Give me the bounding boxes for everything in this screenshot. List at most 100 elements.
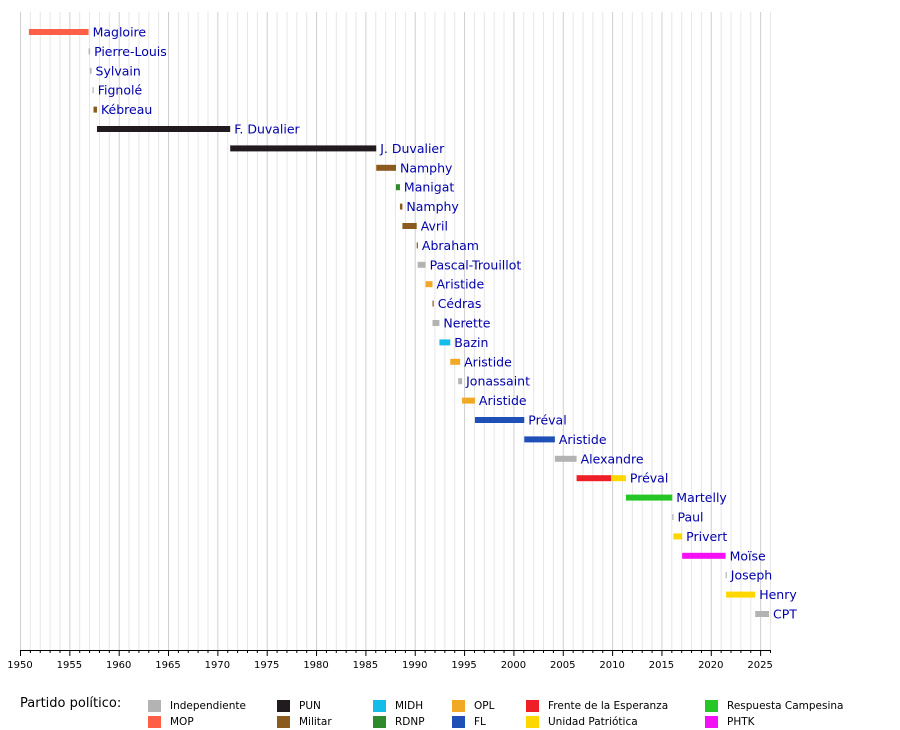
president-label-12: Pascal-Trouillot [430,257,522,272]
x-tick-label-2015: 2015 [649,660,674,671]
president-label-2: Sylvain [96,63,141,78]
legend-swatch-pun [277,700,290,712]
legend-label-opl: OPL [474,700,495,712]
tenure-bar-23-1 [611,475,626,482]
legend-label-fl: FL [474,716,486,728]
president-label-1: Pierre-Louis [94,44,167,59]
tenure-bar-15-0 [432,320,440,326]
x-tick-label-2005: 2005 [550,660,575,671]
legend-label-pun: PUN [299,700,321,712]
legend-swatch-opl [452,700,465,712]
legend-label-militar: Militar [299,716,332,728]
legend-swatch-campesina [705,700,718,712]
president-label-8: Manigat [404,180,454,195]
legend-label-phtk: PHTK [727,716,755,728]
tenure-bar-19-0 [462,397,475,404]
tenure-bar-27-0 [682,552,726,559]
tenure-bar-4-0 [93,106,97,113]
president-label-5: F. Duvalier [234,122,300,137]
tenure-bar-23-0 [576,475,612,482]
president-label-23: Préval [630,471,668,486]
tenure-bar-10-0 [402,223,417,229]
president-label-19: Aristide [479,393,527,408]
tenure-bar-0-0 [28,29,89,35]
legend-item-phtk: PHTK [705,714,755,730]
legend-swatch-unidad [526,716,539,728]
tenure-bar-20-0 [474,417,525,423]
legend-swatch-phtk [705,716,718,728]
president-label-6: J. Duvalier [379,141,445,156]
president-label-9: Namphy [406,199,459,214]
president-label-18: Jonassaint [465,374,530,389]
president-label-25: Paul [678,510,704,525]
tenure-bar-22-0 [554,455,577,462]
president-label-13: Aristide [437,277,485,292]
president-labels: Magloire Pierre-Louis Sylvain Fignolé Kébrea… [93,25,798,622]
president-label-3: Fignolé [98,83,143,98]
x-tick-label-2000: 2000 [501,660,526,671]
president-label-17: Aristide [464,354,512,369]
x-tick-label-1985: 1985 [353,660,378,671]
legend-item-opl: OPL [452,698,494,714]
president-label-15: Nerette [443,316,490,331]
president-label-10: Avril [421,219,448,234]
tenure-bar-1-0 [88,48,91,55]
year-gridlines [20,12,771,650]
legend-label-independiente: Independiente [170,700,246,712]
x-tick-label-1965: 1965 [155,660,180,671]
legend-swatch-midh [373,700,386,712]
tenure-bar-25-0 [672,514,674,520]
tenure-bar-17-0 [450,358,461,365]
legend-item-campesina: Respuesta Campesina [705,698,844,714]
president-label-27: Moïse [730,548,766,563]
tenure-bar-11-0 [416,242,418,249]
tenure-bar-2-0 [90,67,92,74]
legend-swatch-fl [452,716,465,728]
tenure-bar-24-0 [625,494,673,501]
tenure-bar-3-0 [92,87,94,94]
legend-swatch-mop [148,716,161,728]
x-tick-label-1955: 1955 [57,660,82,671]
x-tick-label-2025: 2025 [747,660,772,671]
legend-swatch-rdnp [373,716,386,728]
president-label-20: Préval [528,413,566,428]
legend-label-mop: MOP [170,716,194,728]
tenure-bars [28,29,770,617]
x-tick-label-1975: 1975 [254,660,279,671]
legend-item-rdnp: RDNP [373,714,425,730]
legend-item-mop: MOP [148,714,194,730]
legend-item-frente: Frente de la Esperanza [526,698,668,714]
x-tick-label-1970: 1970 [205,660,230,671]
x-tick-label-1950: 1950 [7,660,32,671]
legend-label-midh: MIDH [395,700,424,712]
tenure-bar-7-0 [376,164,396,171]
legend-label-frente: Frente de la Esperanza [548,700,669,712]
legend-label-rdnp: RDNP [395,716,425,728]
president-label-28: Joseph [730,568,772,583]
x-tick-label-1990: 1990 [402,660,427,671]
president-label-30: CPT [773,607,797,622]
tenure-bar-28-0 [725,572,727,579]
timeline-chart: Magloire Pierre-Louis Sylvain Fignolé Kébrea… [7,12,798,671]
legend-item-unidad: Unidad Patriótica [526,714,638,730]
tenure-bar-21-0 [524,436,555,443]
tenure-bar-8-0 [395,184,400,191]
x-tick-label-1980: 1980 [303,660,328,671]
party-legend: Partido político: Independiente MOP PUN Mil… [0,690,900,730]
tenure-bar-6-0 [230,145,377,152]
president-label-7: Namphy [400,160,453,175]
president-label-11: Abraham [422,238,479,253]
tenure-bar-18-0 [458,378,463,385]
president-label-0: Magloire [93,25,147,40]
legend-item-pun: PUN [277,698,321,714]
legend-label-campesina: Respuesta Campesina [727,700,844,712]
legend-item-militar: Militar [277,714,332,730]
tenure-bar-12-0 [417,261,426,268]
tenure-bar-26-0 [673,533,683,540]
x-tick-label-2020: 2020 [698,660,723,671]
tenure-bar-14-0 [432,300,434,307]
president-label-4: Kébreau [101,102,152,117]
tenure-bar-30-0 [755,611,770,617]
tenure-bar-13-0 [425,281,433,288]
president-label-24: Martelly [676,490,727,505]
